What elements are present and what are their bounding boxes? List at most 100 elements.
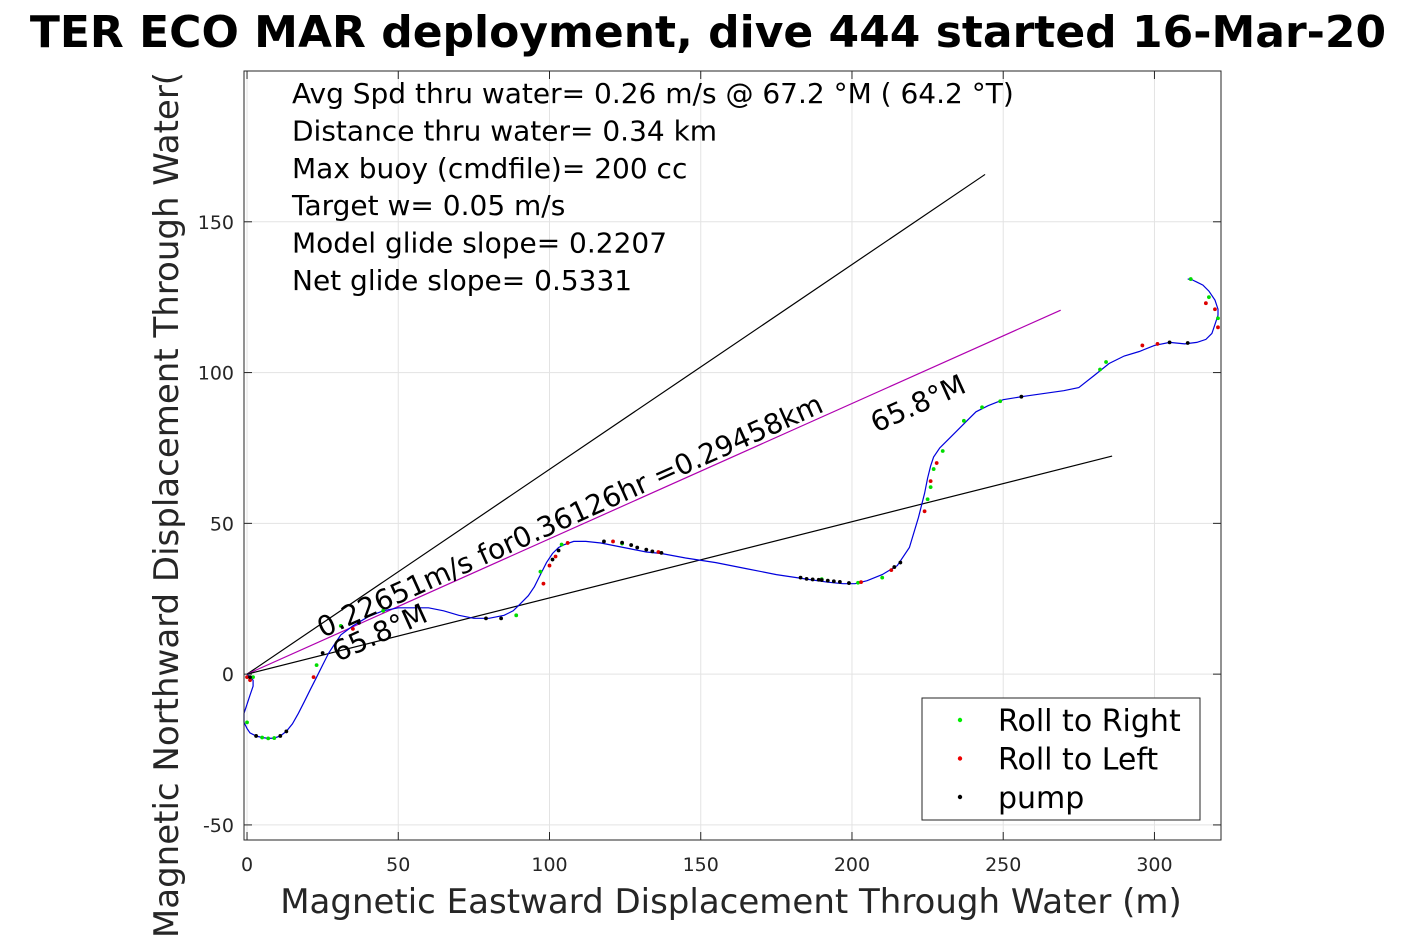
- legend-label: pump: [998, 781, 1084, 816]
- x-tick-label: 250: [985, 854, 1021, 876]
- x-tick-label: 200: [834, 854, 870, 876]
- info-line: Max buoy (cmdfile)= 200 cc: [292, 152, 687, 185]
- roll-right-point: [245, 720, 249, 725]
- pump-point: [816, 577, 821, 582]
- roll-right-point: [1104, 360, 1108, 364]
- roll-right-point: [272, 736, 277, 740]
- legend-label: Roll to Right: [998, 704, 1181, 739]
- roll-left-point: [248, 678, 252, 683]
- legend-marker: [957, 794, 963, 800]
- roll-right-point: [538, 569, 543, 574]
- pump-point: [278, 734, 283, 738]
- info-line: Net glide slope= 0.5331: [292, 264, 632, 297]
- axis-ticks: 0 50 100 150 200 250 300 -50 0 50 100 150: [198, 71, 1221, 876]
- pump-point: [499, 616, 504, 621]
- reference-line: [246, 455, 1113, 675]
- roll-right-point: [514, 613, 519, 618]
- roll-right-point: [961, 418, 966, 423]
- pump-point: [831, 579, 836, 584]
- roll-right-point: [381, 608, 386, 613]
- pump-point: [1019, 394, 1024, 399]
- x-tick-label: 150: [683, 854, 719, 876]
- reference-line: [246, 173, 986, 675]
- roll-right-point: [925, 497, 930, 502]
- x-tick-label: 300: [1136, 854, 1172, 876]
- roll-left-point: [1155, 342, 1160, 346]
- pump-point: [892, 565, 897, 569]
- chart-title: TER ECO MAR deployment, dive 444 started…: [30, 7, 1386, 58]
- roll-right-point: [338, 623, 343, 628]
- pump-point: [635, 545, 640, 550]
- reference-lines: [246, 173, 1113, 675]
- roll-right-point: [856, 580, 860, 585]
- roll-left-point: [547, 563, 552, 568]
- roll-left-point: [928, 479, 933, 484]
- pump-point: [819, 578, 824, 582]
- roll-left-point: [934, 461, 939, 465]
- pump-point: [248, 675, 252, 680]
- pump-point: [254, 734, 258, 738]
- roll-right-point: [251, 675, 255, 680]
- pump-point: [550, 557, 555, 562]
- roll-left-point: [565, 541, 570, 545]
- pump-point: [284, 729, 289, 734]
- legend-label: Roll to Left: [998, 743, 1158, 778]
- pump-point: [644, 547, 649, 552]
- roll-left-point: [553, 554, 558, 559]
- pump-point: [357, 620, 361, 625]
- info-line: Distance thru water= 0.34 km: [292, 114, 717, 147]
- pump-point: [825, 578, 830, 583]
- roll-right-point: [928, 485, 933, 490]
- legend-marker: [957, 717, 963, 723]
- roll-right-point: [1098, 367, 1102, 372]
- roll-right-point: [1207, 295, 1211, 300]
- roll-left-point: [541, 581, 546, 586]
- y-tick-label: 100: [198, 363, 234, 385]
- info-line: Target w= 0.05 m/s: [291, 189, 565, 222]
- x-tick-label: 50: [386, 854, 410, 876]
- roll-right-point: [260, 735, 265, 740]
- pump-point: [556, 548, 561, 553]
- pump-point: [659, 551, 664, 555]
- roll-left-point: [1216, 325, 1220, 330]
- roll-right-point: [559, 542, 564, 547]
- y-tick-label: 150: [198, 212, 234, 234]
- pump-point: [629, 543, 634, 547]
- axes-border: [243, 70, 1222, 841]
- roll-left-point: [889, 568, 894, 572]
- pump-point: [1185, 341, 1190, 345]
- pump-point: [620, 540, 624, 545]
- y-tick-label: -50: [203, 815, 234, 837]
- y-tick-label: 50: [210, 513, 234, 535]
- y-tick-label: 0: [222, 664, 234, 686]
- roll-left-point: [1203, 301, 1208, 306]
- pump-point: [898, 560, 903, 565]
- pump-point: [484, 616, 488, 621]
- roll-right-point: [266, 736, 271, 741]
- x-tick-label: 0: [241, 854, 253, 876]
- info-box: Avg Spd thru water= 0.26 m/s @ 67.2 °M (…: [291, 77, 1014, 297]
- x-axis-label: Magnetic Eastward Displacement Through W…: [280, 882, 1182, 922]
- roll-left-point: [611, 539, 615, 544]
- roll-left-point: [245, 675, 249, 680]
- glider-track-line: [243, 278, 1219, 740]
- roll-right-point: [880, 575, 885, 580]
- x-tick-label: 100: [531, 854, 567, 876]
- roll-right-point: [998, 399, 1003, 404]
- pump-point: [602, 539, 606, 544]
- grid: [244, 71, 1221, 840]
- roll-right-point: [314, 663, 319, 667]
- pump-point: [837, 579, 842, 584]
- roll-left-point: [311, 675, 316, 680]
- roll-left-point: [922, 509, 927, 514]
- roll-right-point: [940, 449, 945, 453]
- track-markers: [245, 277, 1220, 741]
- roll-left-point: [859, 580, 863, 585]
- y-axis-label: Magnetic Northward Displacement Through …: [147, 72, 187, 938]
- roll-left-point: [1140, 343, 1145, 348]
- info-line: Avg Spd thru water= 0.26 m/s @ 67.2 °M (…: [292, 77, 1014, 110]
- roll-right-point: [980, 405, 984, 410]
